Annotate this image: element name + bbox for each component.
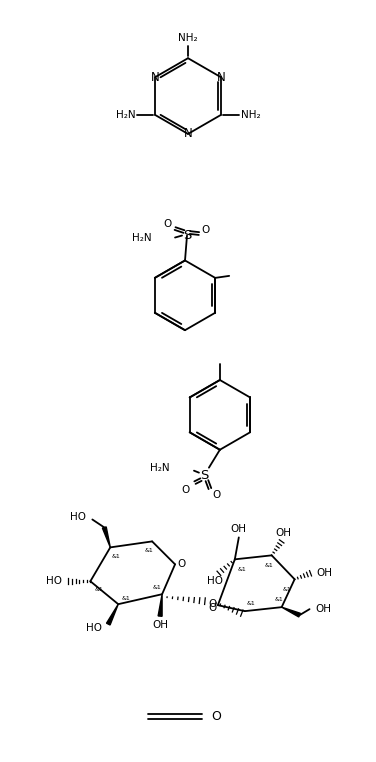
Text: O: O xyxy=(181,485,189,495)
Text: OH: OH xyxy=(315,604,332,614)
Text: &1: &1 xyxy=(95,587,104,592)
Text: &1: &1 xyxy=(112,554,121,559)
Text: &1: &1 xyxy=(153,584,161,590)
Text: O: O xyxy=(209,599,217,609)
Polygon shape xyxy=(158,594,162,616)
Text: S: S xyxy=(200,469,208,482)
Text: NH₂: NH₂ xyxy=(241,110,261,120)
Text: &1: &1 xyxy=(122,596,130,600)
Text: O: O xyxy=(211,710,221,723)
Text: &1: &1 xyxy=(264,563,273,568)
Text: HO: HO xyxy=(47,576,62,586)
Text: H₂N: H₂N xyxy=(132,232,151,242)
Polygon shape xyxy=(106,604,118,625)
Text: &1: &1 xyxy=(145,548,153,553)
Text: OH: OH xyxy=(152,620,168,630)
Text: N: N xyxy=(217,71,225,84)
Text: HO: HO xyxy=(207,576,223,586)
Text: H₂N: H₂N xyxy=(115,110,135,120)
Text: S: S xyxy=(183,229,191,242)
Text: N: N xyxy=(151,71,159,84)
Text: O: O xyxy=(202,225,210,235)
Text: O: O xyxy=(213,489,221,500)
Text: N: N xyxy=(183,127,193,140)
Text: &1: &1 xyxy=(246,600,255,606)
Text: OH: OH xyxy=(231,524,247,534)
Text: O: O xyxy=(163,219,171,229)
Text: &1: &1 xyxy=(237,567,246,572)
Text: HO: HO xyxy=(70,513,86,523)
Text: HO: HO xyxy=(86,623,102,633)
Polygon shape xyxy=(282,607,300,617)
Text: O: O xyxy=(209,604,217,613)
Text: &1: &1 xyxy=(274,597,283,602)
Text: OH: OH xyxy=(276,528,292,539)
Text: OH: OH xyxy=(317,568,332,578)
Text: H₂N: H₂N xyxy=(150,463,170,472)
Text: O: O xyxy=(177,559,185,569)
Text: &1: &1 xyxy=(282,587,291,592)
Polygon shape xyxy=(102,527,110,547)
Text: NH₂: NH₂ xyxy=(178,34,198,43)
